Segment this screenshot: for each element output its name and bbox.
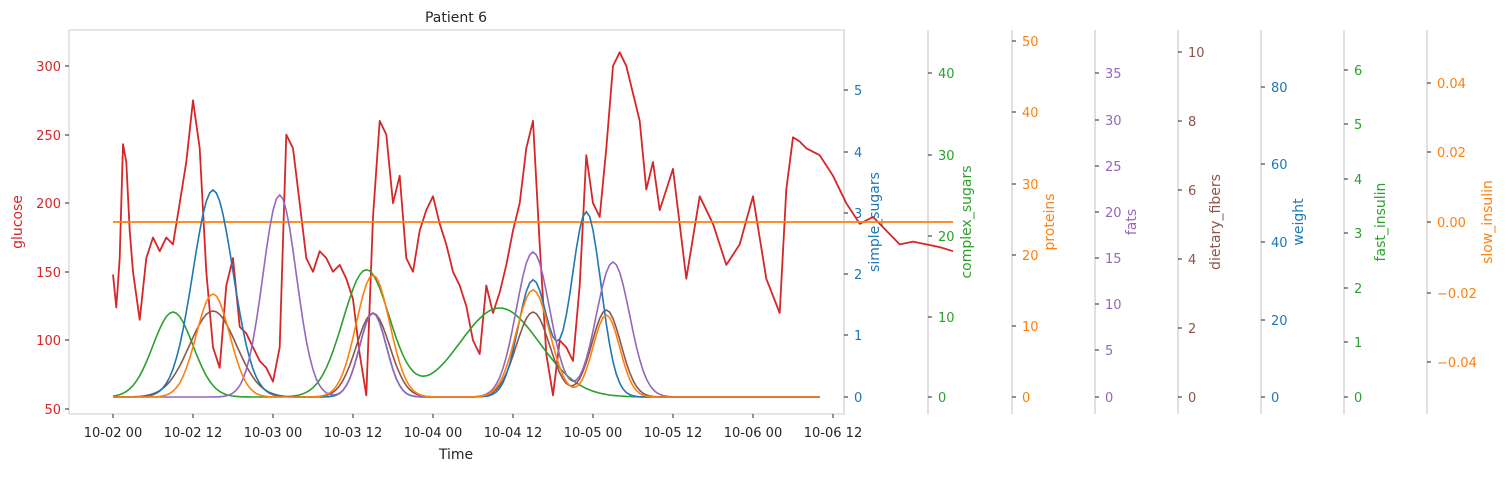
y-tick-label: −0.04	[1437, 356, 1477, 371]
y-axis-label: glucose	[10, 195, 26, 249]
y-tick-label: 150	[36, 266, 61, 281]
x-tick-label: 10-03 00	[244, 426, 302, 441]
y-axis-weight: 0 20 40 60 80 weight	[1260, 30, 1307, 414]
x-axis-label: Time	[438, 447, 473, 463]
y-tick-label: 4	[1188, 253, 1196, 268]
x-tick-label: 10-04 12	[484, 426, 542, 441]
y-axis-label: weight	[1291, 198, 1307, 246]
y-tick-label: 0	[1105, 391, 1113, 406]
y-tick-label: 0	[1271, 391, 1279, 406]
y-tick-label: 40	[1271, 236, 1288, 251]
y-axis-label: slow_insulin	[1480, 180, 1496, 264]
y-tick-label: 0.02	[1437, 146, 1466, 161]
y-tick-label: 20	[1271, 314, 1288, 329]
y-tick-label: 20	[1105, 206, 1122, 221]
y-tick-label: 0.04	[1437, 77, 1466, 92]
series-glucose	[112, 51, 954, 397]
response-curve	[113, 274, 820, 398]
y-tick-label: 20	[938, 230, 955, 245]
y-axis-proteins: 0 10 20 30 40 50 proteins	[1011, 30, 1058, 414]
y-tick-label: 0	[1188, 391, 1196, 406]
y-axis-fast_insulin: 0 1 2 3 4 5 6 fast_insulin	[1343, 30, 1389, 414]
x-axis: 10-02 00 10-02 12 10-03 00 10-03 12 10-04 00…	[84, 414, 862, 441]
y-tick-label: 6	[1188, 184, 1196, 199]
y-axis-label: dietary_fibers	[1208, 174, 1224, 270]
y-tick-label: 10	[1105, 298, 1122, 313]
y-tick-label: 40	[1022, 106, 1039, 121]
y-tick-label: 1	[854, 329, 862, 344]
y-tick-label: 2	[854, 268, 862, 283]
y-tick-label: 3	[854, 207, 862, 222]
x-tick-label: 10-06 12	[804, 426, 862, 441]
y-tick-label: 1	[1354, 336, 1362, 351]
y-axis-glucose: 50 100 150 200 250 300 glucose	[10, 60, 69, 418]
y-tick-label: 50	[44, 403, 61, 418]
y-tick-label: 30	[1022, 178, 1039, 193]
series-lines	[112, 51, 954, 398]
x-tick-label: 10-05 12	[644, 426, 702, 441]
y-axes: 50100150200250300glucose012345simple_sug…	[10, 30, 1496, 418]
y-tick-label: 0	[1354, 391, 1362, 406]
y-tick-label: 0.00	[1437, 216, 1466, 231]
y-tick-label: −0.02	[1437, 287, 1477, 302]
y-tick-label: 300	[36, 60, 61, 75]
y-tick-label: 0	[938, 391, 946, 406]
y-axis-slow_insulin: −0.04 −0.02 0.00 0.02 0.04 slow_insulin	[1426, 30, 1496, 414]
y-tick-label: 2	[1354, 282, 1362, 297]
y-tick-label: 25	[1105, 160, 1122, 175]
y-tick-label: 6	[1354, 64, 1362, 79]
y-tick-label: 250	[36, 129, 61, 144]
x-tick-label: 10-06 00	[724, 426, 782, 441]
y-tick-label: 20	[1022, 249, 1039, 264]
chart-title: Patient 6	[425, 10, 487, 26]
x-tick-label: 10-03 12	[324, 426, 382, 441]
y-tick-label: 0	[1022, 391, 1030, 406]
x-tick-label: 10-02 00	[84, 426, 142, 441]
x-tick-label: 10-05 00	[564, 426, 622, 441]
y-tick-label: 30	[1105, 114, 1122, 129]
y-axis-dietary_fibers: 0 2 4 6 8 10 dietary_fibers	[1177, 30, 1224, 414]
y-tick-label: 2	[1188, 322, 1196, 337]
y-tick-label: 80	[1271, 81, 1288, 96]
y-tick-label: 50	[1022, 35, 1039, 50]
y-tick-label: 10	[1188, 46, 1205, 61]
y-tick-label: 10	[1022, 320, 1039, 335]
y-axis-label: fats	[1124, 209, 1140, 235]
y-tick-label: 0	[854, 391, 862, 406]
y-tick-label: 60	[1271, 158, 1288, 173]
x-tick-label: 10-02 12	[164, 426, 222, 441]
y-tick-label: 100	[36, 334, 61, 349]
y-tick-label: 5	[1354, 118, 1362, 133]
y-axis-label: proteins	[1042, 193, 1058, 250]
y-tick-label: 200	[36, 197, 61, 212]
y-tick-label: 5	[1105, 344, 1113, 359]
y-tick-label: 15	[1105, 252, 1122, 267]
y-tick-label: 8	[1188, 115, 1196, 130]
y-axis-label: complex_sugars	[959, 165, 975, 278]
y-axis-label: fast_insulin	[1373, 183, 1389, 262]
x-tick-label: 10-04 00	[404, 426, 462, 441]
y-tick-label: 10	[938, 311, 955, 326]
y-tick-label: 4	[1354, 173, 1362, 188]
y-axis-fats: 0 5 10 15 20 25 30 35 fats	[1094, 30, 1140, 414]
y-tick-label: 40	[938, 67, 955, 82]
y-tick-label: 4	[854, 146, 862, 161]
y-tick-label: 30	[938, 149, 955, 164]
y-tick-label: 5	[854, 84, 862, 99]
y-tick-label: 3	[1354, 227, 1362, 242]
y-tick-label: 35	[1105, 67, 1122, 82]
